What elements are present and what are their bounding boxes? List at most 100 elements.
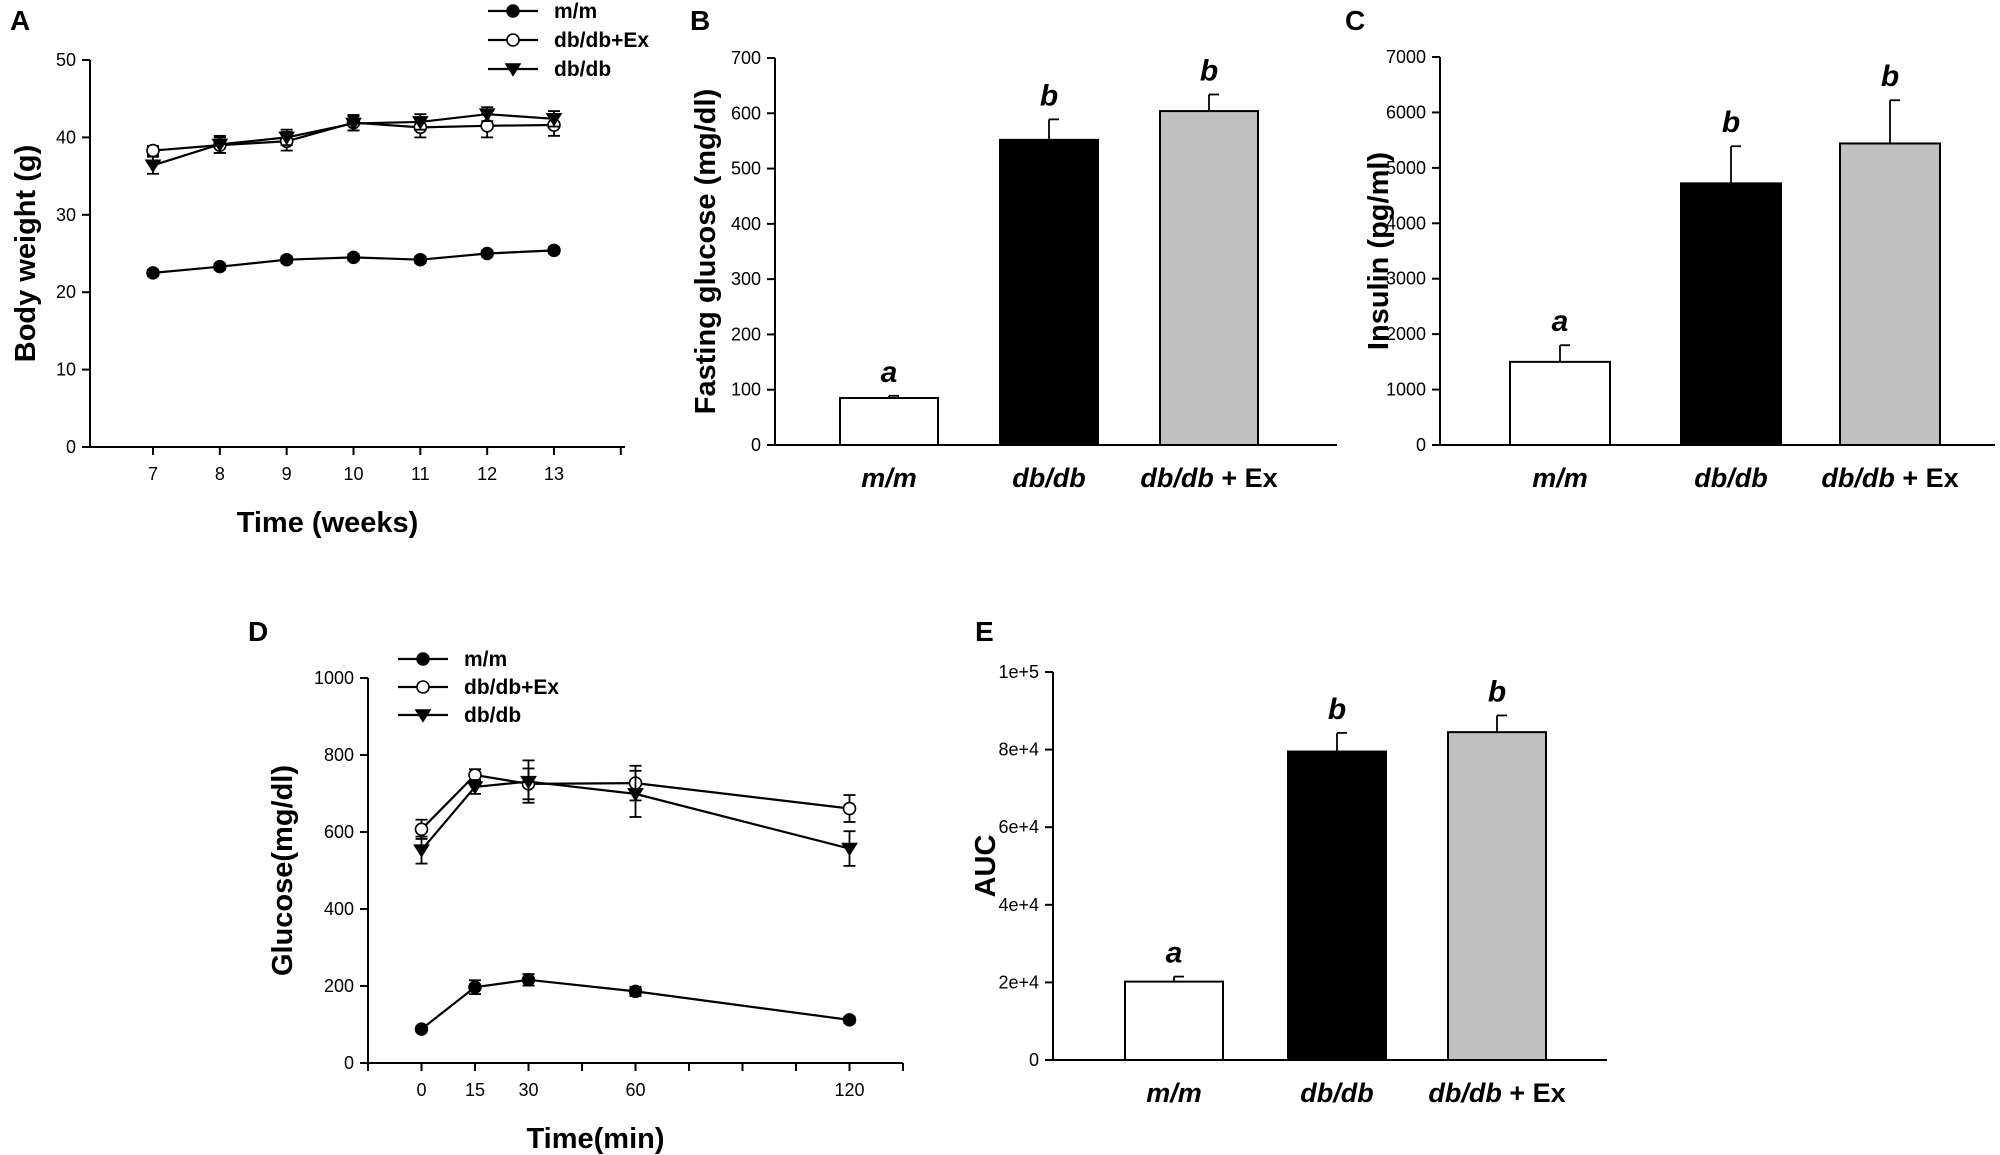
y-tick-label: 800 [324, 745, 354, 765]
y-tick-label: 200 [731, 324, 761, 344]
series-db-db [413, 759, 858, 867]
y-tick-label: 100 [731, 380, 761, 400]
x-category-label: db/db [1694, 463, 1767, 493]
data-point [416, 652, 430, 666]
x-category-label: m/m [1146, 1078, 1202, 1108]
significance-letter: b [1328, 693, 1346, 726]
y-tick-label: 4e+4 [998, 895, 1039, 915]
y-tick-label: 3000 [1386, 269, 1426, 289]
category-italic: db/db [1428, 1078, 1501, 1108]
x-tick-label: 15 [465, 1080, 485, 1100]
legend-label: db/db [554, 58, 611, 81]
data-point [414, 1022, 429, 1036]
y-tick-label: 2e+4 [998, 972, 1039, 992]
significance-letter: b [1040, 79, 1058, 112]
y-tick-label: 200 [324, 976, 354, 996]
panel-label: A [10, 5, 30, 36]
data-point [506, 4, 520, 18]
panel-E: E 0 2e+4 4e+4 6e+4 8e+4 1e+5 AUC a m/m b db/db b db/d… [970, 616, 1607, 1108]
data-point [520, 775, 537, 790]
x-tick-label: 60 [625, 1080, 645, 1100]
x-tick-label: 12 [477, 464, 497, 484]
y-tick-label: 0 [344, 1053, 354, 1073]
category-suffix: + Ex [1895, 463, 1959, 493]
data-point [413, 844, 430, 858]
category-italic: db/db [1012, 463, 1085, 493]
data-point [345, 117, 362, 132]
y-tick-label: 8e+4 [998, 740, 1039, 760]
significance-letter: a [881, 356, 898, 389]
data-point [146, 143, 160, 158]
category-italic: db/db [1694, 463, 1767, 493]
x-category-label: db/db + Ex [1821, 463, 1958, 493]
y-tick-label: 500 [731, 159, 761, 179]
category-suffix: + Ex [1214, 463, 1278, 493]
y-tick-label: 400 [731, 214, 761, 234]
x-category-label: m/m [1532, 463, 1588, 493]
series-m-m [146, 243, 561, 280]
legend-label: m/m [464, 648, 507, 671]
y-tick-label: 0 [751, 435, 761, 455]
x-tick-label: 8 [215, 464, 225, 484]
data-point [842, 801, 857, 816]
y-tick-label: 1000 [314, 668, 354, 688]
bar [1447, 731, 1547, 1061]
panel-label: C [1345, 5, 1365, 36]
bar [1680, 182, 1782, 446]
y-tick-label: 5000 [1386, 158, 1426, 178]
bar [1509, 360, 1611, 447]
significance-letter: a [1166, 937, 1183, 970]
x-category-label: m/m [861, 463, 917, 493]
y-tick-label: 600 [324, 822, 354, 842]
x-category-label: db/db + Ex [1140, 463, 1277, 493]
significance-letter: a [1552, 305, 1569, 338]
category-italic: db/db [1300, 1078, 1373, 1108]
category-italic: m/m [861, 463, 917, 493]
y-tick-label: 600 [731, 103, 761, 123]
data-point [411, 116, 429, 130]
y-tick-label: 1e+5 [998, 662, 1039, 682]
y-tick-label: 4000 [1386, 213, 1426, 233]
data-point [146, 266, 160, 280]
y-tick-label: 50 [56, 50, 76, 70]
legend-label: db/db [464, 704, 521, 727]
series-db-db [144, 106, 563, 175]
data-point [279, 252, 294, 267]
data-point [545, 113, 563, 127]
significance-letter: b [1881, 60, 1899, 93]
y-tick-label: 40 [56, 127, 76, 147]
x-tick-label: 0 [416, 1080, 426, 1100]
category-italic: m/m [1532, 463, 1588, 493]
legend-label: m/m [554, 0, 597, 23]
x-tick-label: 7 [148, 464, 158, 484]
y-axis-title: AUC [970, 835, 1002, 898]
data-point [414, 822, 429, 837]
x-category-label: db/db [1012, 463, 1085, 493]
significance-letter: b [1488, 675, 1506, 708]
data-point [346, 250, 361, 265]
y-tick-label: 300 [731, 269, 761, 289]
bar [839, 397, 939, 446]
panel-label: E [975, 616, 994, 647]
series-m-m [414, 973, 857, 1036]
x-category-label: db/db + Ex [1428, 1078, 1565, 1108]
legend: m/m db/db+Ex db/db [398, 648, 559, 727]
y-tick-label: 20 [56, 282, 76, 302]
category-italic: db/db [1821, 463, 1894, 493]
y-tick-label: 0 [1029, 1050, 1039, 1070]
legend-label: db/db+Ex [464, 676, 559, 699]
panel-D: D 0 200 400 600 800 1000 0 15 30 60 120 Time(min) Glu… [248, 616, 904, 1155]
legend: m/m db/db+Ex db/db [488, 0, 649, 81]
x-tick-label: 120 [834, 1080, 864, 1100]
panel-C: C 0 1000 2000 3000 4000 5000 6000 7000 Insulin (p… [1345, 5, 1995, 493]
x-tick-label: 10 [343, 464, 363, 484]
y-axis-title: Body weight (g) [10, 145, 42, 362]
bar [1839, 142, 1941, 446]
data-point [414, 709, 432, 723]
y-tick-label: 0 [66, 437, 76, 457]
y-tick-label: 6e+4 [998, 817, 1039, 837]
data-point [627, 788, 644, 802]
bar [999, 138, 1099, 447]
data-point [506, 33, 520, 47]
panel-B: B 0 100 200 300 400 500 600 700 Fasting glucose (… [690, 5, 1337, 493]
